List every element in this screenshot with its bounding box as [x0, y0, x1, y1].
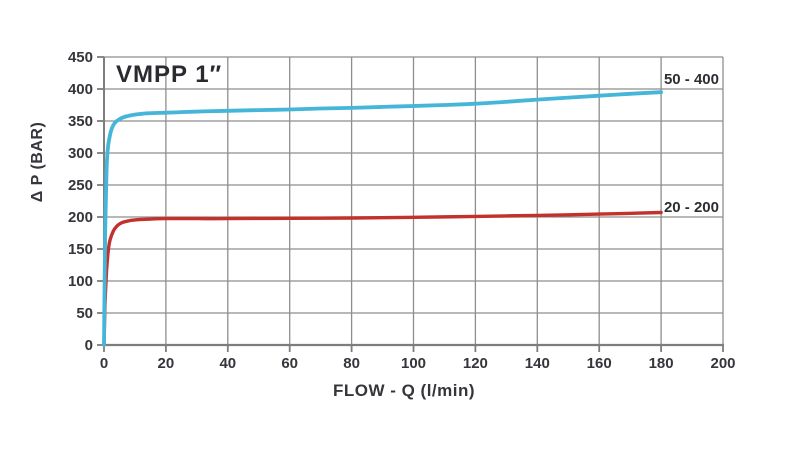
y-tick-label: 250 [68, 177, 93, 194]
x-tick-label: 140 [525, 355, 550, 372]
x-tick-label: 200 [710, 355, 735, 372]
x-tick-label: 60 [281, 355, 298, 372]
x-axis-label: FLOW - Q (l/min) [332, 381, 476, 400]
series-curve-20-200 [102, 210, 663, 347]
y-tick-label: 0 [85, 337, 93, 354]
series-label-50-400: 50 - 400 [663, 71, 719, 88]
x-tick-label: 120 [463, 355, 488, 372]
x-tick-label: 160 [587, 355, 612, 372]
y-tick-label: 450 [68, 49, 93, 66]
x-tick-label: 80 [343, 355, 360, 372]
y-tick-label: 350 [68, 113, 93, 130]
y-tick-label: 400 [68, 81, 93, 98]
y-tick-label: 300 [68, 145, 93, 162]
y-tick-label: 100 [68, 273, 93, 290]
series-curve-50-400 [102, 90, 663, 347]
x-tick-label: 20 [158, 355, 175, 372]
chart-title: VMPP 1″ [116, 61, 223, 88]
y-axis-label: Δ P (BAR) [29, 121, 46, 203]
x-tick-label: 0 [100, 355, 108, 372]
y-tick-label: 50 [76, 305, 93, 322]
series-label-20-200: 20 - 200 [663, 199, 719, 216]
y-tick-label: 200 [68, 209, 93, 226]
x-tick-label: 180 [649, 355, 674, 372]
x-tick-label: 40 [219, 355, 236, 372]
y-tick-label: 150 [68, 241, 93, 258]
x-tick-label: 100 [401, 355, 426, 372]
